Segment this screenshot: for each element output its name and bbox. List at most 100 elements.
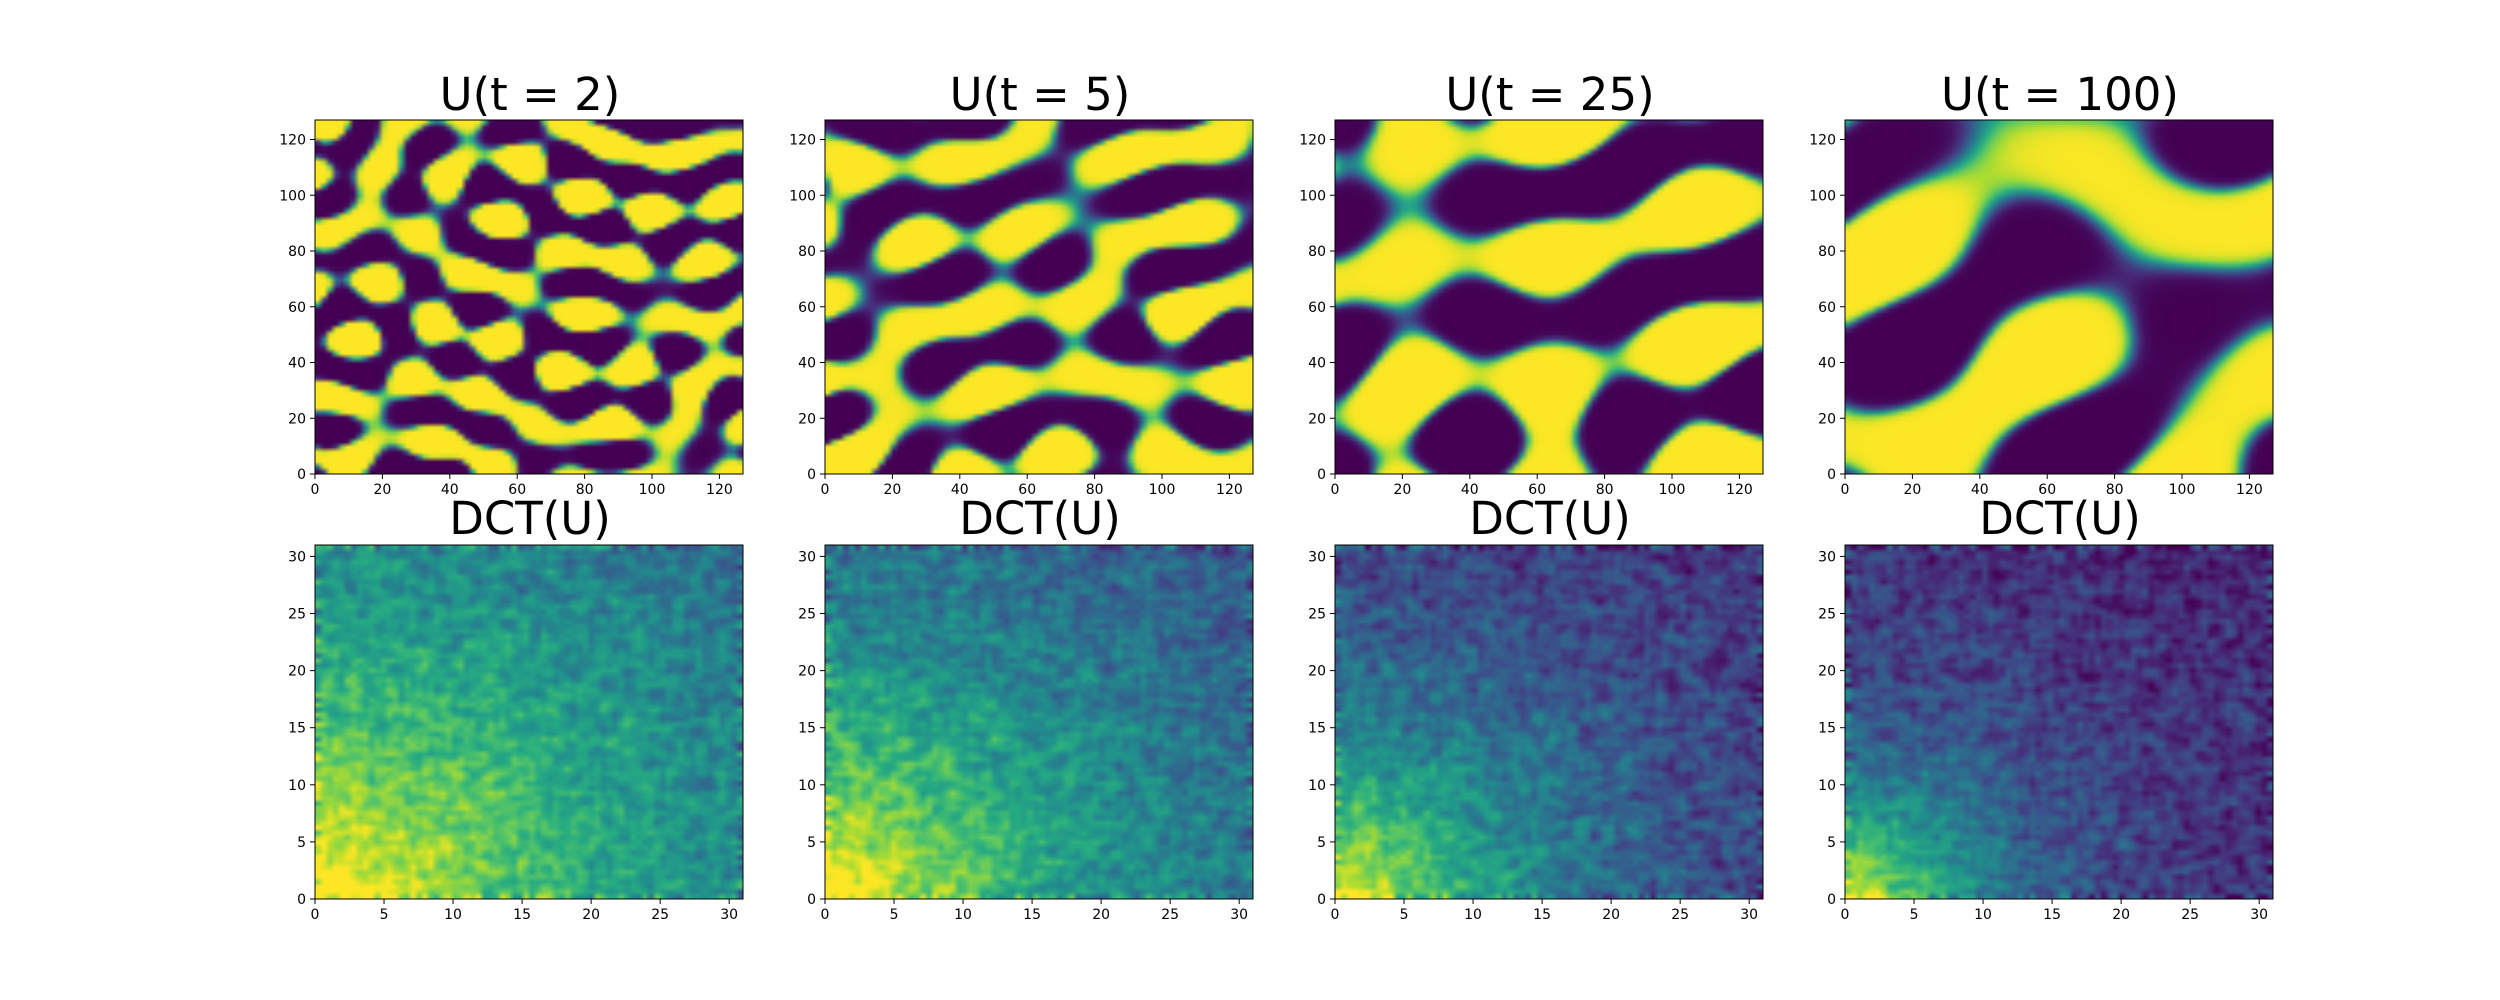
x-tick-label: 40 — [1971, 482, 1989, 498]
y-tick-label: 0 — [297, 467, 306, 483]
panel-title: DCT(U) — [959, 492, 1121, 545]
y-tick-label: 0 — [1317, 892, 1326, 908]
axes-frame — [824, 544, 1254, 900]
x-tick-label: 100 — [2169, 482, 2196, 498]
x-tick-label: 5 — [1910, 907, 1919, 923]
x-tick-label: 0 — [311, 482, 320, 498]
y-tick-label: 20 — [1308, 664, 1326, 680]
y-tick-label: 0 — [1827, 892, 1836, 908]
y-tick-label: 20 — [1818, 411, 1836, 427]
x-tick-label: 5 — [890, 907, 899, 923]
y-tick-label: 25 — [1818, 607, 1836, 623]
heatmap-panel: 0 5 10 15 20 25 30 0 5 10 15 20 25 30 — [288, 544, 744, 929]
heatmap-image — [1845, 545, 2273, 899]
x-tick-label: 120 — [2236, 482, 2263, 498]
x-tick-label: 60 — [2038, 482, 2056, 498]
y-tick-label: 80 — [798, 244, 816, 260]
heatmap-image — [1845, 120, 2273, 474]
x-tick-label: 0 — [821, 907, 830, 923]
y-tick-label: 100 — [279, 188, 306, 204]
y-tick-label: 10 — [288, 778, 306, 794]
x-tick-label: 80 — [576, 482, 594, 498]
heatmap-svg: 0 20 40 60 80 100 120 0 20 40 60 80 100 120 — [789, 119, 1254, 498]
y-tick-label: 20 — [798, 664, 816, 680]
y-tick-label: 10 — [1818, 778, 1836, 794]
x-tick-label: 0 — [1841, 482, 1850, 498]
x-tick-label: 20 — [1092, 907, 1110, 923]
panel-title: U(t = 25) — [1445, 68, 1655, 121]
panel-title: DCT(U) — [449, 492, 611, 545]
x-tick-label: 0 — [311, 907, 320, 923]
x-tick-label: 25 — [1161, 907, 1179, 923]
heatmap-panel: 0 20 40 60 80 100 120 0 20 40 60 80 100 120 — [1809, 119, 2274, 504]
x-tick-label: 10 — [1974, 907, 1992, 923]
x-tick-label: 40 — [1461, 482, 1479, 498]
x-tick-label: 10 — [444, 907, 462, 923]
panel-title: U(t = 2) — [439, 68, 621, 121]
y-tick-label: 100 — [1299, 188, 1326, 204]
y-tick-label: 120 — [1299, 133, 1326, 149]
x-tick-label: 15 — [1533, 907, 1551, 923]
x-tick-label: 10 — [954, 907, 972, 923]
x-tick-label: 60 — [508, 482, 526, 498]
x-tick-label: 30 — [720, 907, 738, 923]
x-tick-label: 0 — [1331, 482, 1340, 498]
panel-title: DCT(U) — [1469, 492, 1631, 545]
axes-frame — [1334, 544, 1764, 900]
axes-frame — [1844, 544, 2274, 900]
x-tick-label: 30 — [1740, 907, 1758, 923]
y-tick-label: 5 — [1317, 835, 1326, 851]
x-tick-label: 15 — [2043, 907, 2061, 923]
x-tick-label: 100 — [1149, 482, 1176, 498]
heatmap-panel: 0 20 40 60 80 100 120 0 20 40 60 80 100 120 — [789, 119, 1254, 504]
heatmap-svg: 0 5 10 15 20 25 30 0 5 10 15 20 25 30 — [1818, 544, 2274, 923]
y-tick-label: 25 — [798, 607, 816, 623]
y-tick-label: 15 — [798, 721, 816, 737]
axes-frame — [314, 119, 744, 475]
x-tick-label: 20 — [1602, 907, 1620, 923]
heatmap-image — [315, 120, 743, 474]
heatmap-panel: 0 5 10 15 20 25 30 0 5 10 15 20 25 30 — [798, 544, 1254, 929]
y-tick-label: 15 — [288, 721, 306, 737]
x-tick-label: 25 — [2181, 907, 2199, 923]
y-tick-label: 20 — [288, 664, 306, 680]
x-tick-label: 20 — [1393, 482, 1411, 498]
y-tick-label: 20 — [1818, 664, 1836, 680]
x-tick-label: 80 — [1596, 482, 1614, 498]
heatmap-image — [825, 120, 1253, 474]
x-tick-label: 15 — [513, 907, 531, 923]
x-tick-label: 40 — [951, 482, 969, 498]
y-tick-label: 120 — [789, 133, 816, 149]
y-tick-label: 25 — [288, 607, 306, 623]
x-tick-label: 0 — [1841, 907, 1850, 923]
y-tick-label: 40 — [1818, 356, 1836, 372]
y-tick-label: 0 — [297, 892, 306, 908]
y-tick-label: 20 — [288, 411, 306, 427]
axes-frame — [1334, 119, 1764, 475]
heatmap-panel: 0 5 10 15 20 25 30 0 5 10 15 20 25 30 — [1818, 544, 2274, 929]
panel-title: DCT(U) — [1979, 492, 2141, 545]
heatmap-image — [315, 545, 743, 899]
y-tick-label: 30 — [798, 549, 816, 565]
y-tick-label: 100 — [1809, 188, 1836, 204]
y-tick-label: 10 — [1308, 778, 1326, 794]
x-tick-label: 20 — [582, 907, 600, 923]
x-tick-label: 120 — [1216, 482, 1243, 498]
y-tick-label: 80 — [1308, 244, 1326, 260]
x-tick-label: 0 — [1331, 907, 1340, 923]
x-tick-label: 40 — [441, 482, 459, 498]
x-tick-label: 80 — [2106, 482, 2124, 498]
heatmap-svg: 0 20 40 60 80 100 120 0 20 40 60 80 100 120 — [1809, 119, 2274, 498]
heatmap-image — [1335, 120, 1763, 474]
y-tick-label: 120 — [1809, 133, 1836, 149]
y-tick-label: 5 — [1827, 835, 1836, 851]
axes-frame — [824, 119, 1254, 475]
y-tick-label: 10 — [798, 778, 816, 794]
x-tick-label: 20 — [2112, 907, 2130, 923]
heatmap-svg: 0 20 40 60 80 100 120 0 20 40 60 80 100 120 — [1299, 119, 1764, 498]
x-tick-label: 100 — [1659, 482, 1686, 498]
heatmap-svg: 0 5 10 15 20 25 30 0 5 10 15 20 25 30 — [1308, 544, 1764, 923]
heatmap-image — [1335, 545, 1763, 899]
panel-title: U(t = 5) — [949, 68, 1131, 121]
